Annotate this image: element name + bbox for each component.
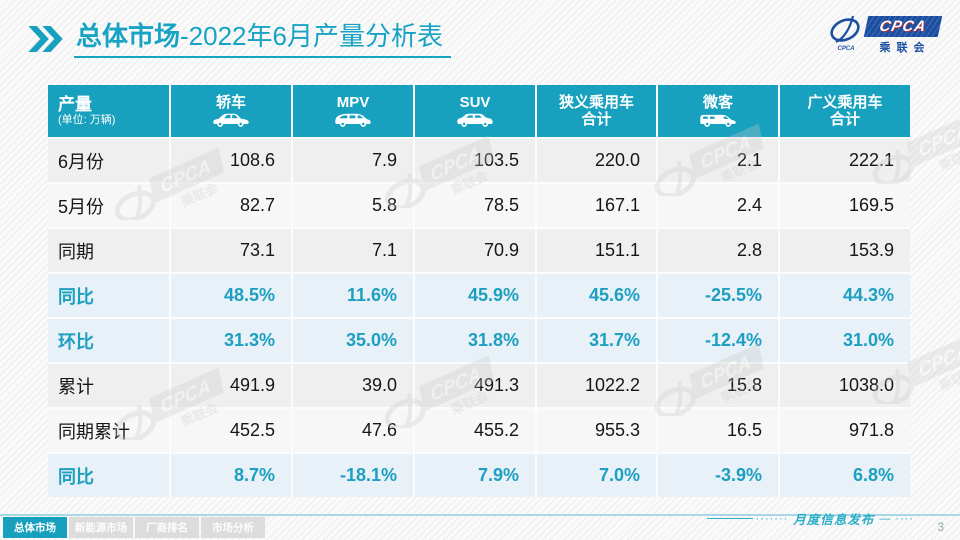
table-cell: 15.8 xyxy=(658,364,778,407)
table-cell: 31.3% xyxy=(171,319,291,362)
table-cell: 455.2 xyxy=(415,409,535,452)
table-cell: 11.6% xyxy=(293,274,413,317)
table-cell: 73.1 xyxy=(171,229,291,272)
table-cell: -25.5% xyxy=(658,274,778,317)
page-number: 3 xyxy=(937,520,944,534)
note-suffix: — ···· xyxy=(879,512,914,525)
header-cell-sedan: 轿车 xyxy=(171,85,291,137)
table-cell: 103.5 xyxy=(415,139,535,182)
table-cell: 47.6 xyxy=(293,409,413,452)
mpv-icon xyxy=(335,113,371,127)
svg-text:乘联会: 乘联会 xyxy=(936,144,960,174)
table-cell: 955.3 xyxy=(537,409,656,452)
note-dash-line xyxy=(706,518,753,519)
table-cell: 45.9% xyxy=(415,274,535,317)
cpca-ellipse-icon xyxy=(830,15,860,43)
tab-market-analysis[interactable]: 市场分析 xyxy=(201,517,265,538)
logo-chinese-name: 乘联会 xyxy=(879,42,931,54)
table-cell: 169.5 xyxy=(780,184,910,227)
microvan-icon xyxy=(700,114,736,127)
row-label: 环比 xyxy=(48,319,169,362)
table-cell: 7.1 xyxy=(293,229,413,272)
table-cell: 2.8 xyxy=(658,229,778,272)
cpca-logo: CPCA CPCA 乘联会 xyxy=(828,10,943,55)
title-block: 总体市场-2022年6月产量分析表 xyxy=(28,20,451,58)
row-label: 同比 xyxy=(48,274,169,317)
table-cell: 45.6% xyxy=(537,274,656,317)
note-text: 月度信息发布 xyxy=(793,512,875,527)
table-cell: -3.9% xyxy=(658,454,778,497)
sedan-icon xyxy=(213,113,249,127)
table-cell: 220.0 xyxy=(537,139,656,182)
table-cell: 31.8% xyxy=(415,319,535,362)
table-cell: -18.1% xyxy=(293,454,413,497)
table-cell: 153.9 xyxy=(780,229,910,272)
table-cell: 8.7% xyxy=(171,454,291,497)
row-label: 累计 xyxy=(48,364,169,407)
header-cell-suv: SUV xyxy=(415,85,535,137)
suv-icon xyxy=(457,113,493,127)
table-cell: 5.8 xyxy=(293,184,413,227)
svg-text:CPCA: CPCA xyxy=(917,340,960,383)
header-cell-mpv: MPV xyxy=(293,85,413,137)
row-label: 同期累计 xyxy=(48,409,169,452)
table-cell: 16.5 xyxy=(658,409,778,452)
table-cell: 452.5 xyxy=(171,409,291,452)
table-cell: 2.1 xyxy=(658,139,778,182)
table-cell: 491.9 xyxy=(171,364,291,407)
table-cell: 167.1 xyxy=(537,184,656,227)
table-cell: 2.4 xyxy=(658,184,778,227)
table-cell: 35.0% xyxy=(293,319,413,362)
table-cell: 70.9 xyxy=(415,229,535,272)
page-title: 总体市场-2022年6月产量分析表 xyxy=(74,20,451,58)
table-cell: 39.0 xyxy=(293,364,413,407)
svg-text:CPCA: CPCA xyxy=(917,120,960,163)
header-cell-broad-pv-total: 广义乘用车 合计 xyxy=(780,85,910,137)
row-label: 6月份 xyxy=(48,139,169,182)
svg-text:乘联会: 乘联会 xyxy=(936,364,960,394)
table-cell: 151.1 xyxy=(537,229,656,272)
table-cell: 82.7 xyxy=(171,184,291,227)
table-cell: -12.4% xyxy=(658,319,778,362)
row-label: 5月份 xyxy=(48,184,169,227)
logo-small-text: CPCA xyxy=(837,46,855,52)
header-cell-narrow-pv-total: 狭义乘用车 合计 xyxy=(537,85,656,137)
table-cell: 7.9% xyxy=(415,454,535,497)
table-cell: 491.3 xyxy=(415,364,535,407)
table-cell: 31.7% xyxy=(537,319,656,362)
table-cell: 78.5 xyxy=(415,184,535,227)
logo-cpca-box: CPCA xyxy=(863,16,943,37)
tab-manufacturer-ranking[interactable]: 厂商排名 xyxy=(135,517,199,538)
header-cell-microvan: 微客 xyxy=(658,85,778,137)
table-cell: 31.0% xyxy=(780,319,910,362)
table-cell: 971.8 xyxy=(780,409,910,452)
tab-overall-market[interactable]: 总体市场 xyxy=(3,517,67,538)
title-rest: -2022年6月产量分析表 xyxy=(180,21,443,51)
row-label: 同比 xyxy=(48,454,169,497)
table-cell: 1038.0 xyxy=(780,364,910,407)
title-highlight: 总体市场 xyxy=(76,21,181,51)
table-cell: 7.0% xyxy=(537,454,656,497)
note-dots: ······· xyxy=(755,512,789,525)
table-cell: 48.5% xyxy=(171,274,291,317)
footer-divider xyxy=(0,514,960,516)
header-cell-production: 产量 (单位: 万辆) xyxy=(48,85,169,137)
footer-tabs: 总体市场 新能源市场 厂商排名 市场分析 xyxy=(3,517,265,538)
tab-nev-market[interactable]: 新能源市场 xyxy=(69,517,133,538)
table-cell: 6.8% xyxy=(780,454,910,497)
table-cell: 222.1 xyxy=(780,139,910,182)
table-cell: 44.3% xyxy=(780,274,910,317)
table-cell: 108.6 xyxy=(171,139,291,182)
footer-note: ······· 月度信息发布 — ···· xyxy=(706,509,914,528)
row-label: 同期 xyxy=(48,229,169,272)
table-cell: 7.9 xyxy=(293,139,413,182)
double-chevron-icon xyxy=(28,26,63,52)
table-cell: 1022.2 xyxy=(537,364,656,407)
production-table: 产量 (单位: 万辆) 轿车 MPV xyxy=(48,85,910,497)
